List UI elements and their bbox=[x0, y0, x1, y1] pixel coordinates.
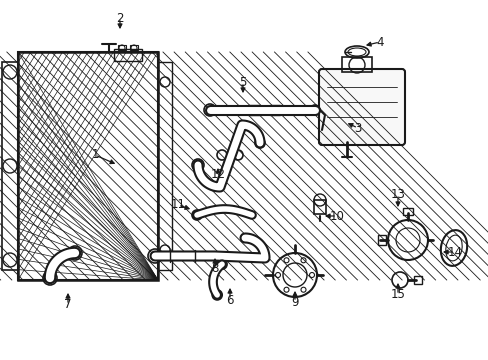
Bar bbox=[402, 208, 412, 215]
Bar bbox=[313, 200, 325, 214]
Bar bbox=[18, 52, 158, 280]
Text: 13: 13 bbox=[390, 189, 405, 202]
Bar bbox=[18, 52, 158, 280]
Bar bbox=[413, 276, 421, 284]
FancyBboxPatch shape bbox=[318, 69, 404, 145]
Bar bbox=[247, 105, 260, 115]
Text: 3: 3 bbox=[354, 122, 361, 135]
Circle shape bbox=[192, 159, 203, 171]
Bar bbox=[18, 52, 158, 280]
Text: 9: 9 bbox=[291, 296, 298, 309]
Text: 10: 10 bbox=[329, 210, 344, 222]
Text: 7: 7 bbox=[64, 298, 72, 311]
Circle shape bbox=[309, 105, 319, 115]
Text: 8: 8 bbox=[211, 261, 218, 274]
Text: 1: 1 bbox=[91, 148, 99, 162]
Text: 14: 14 bbox=[447, 246, 462, 258]
Bar bbox=[341, 57, 371, 72]
Text: 4: 4 bbox=[375, 36, 383, 49]
Text: 12: 12 bbox=[210, 168, 225, 181]
Bar bbox=[2, 62, 18, 270]
Bar bbox=[377, 235, 385, 245]
Circle shape bbox=[203, 104, 216, 116]
Text: 5: 5 bbox=[239, 76, 246, 89]
Bar bbox=[118, 45, 126, 50]
Bar bbox=[130, 45, 138, 50]
Text: 15: 15 bbox=[390, 288, 405, 302]
Bar bbox=[158, 62, 172, 270]
Text: 11: 11 bbox=[170, 198, 185, 211]
Bar bbox=[114, 49, 142, 61]
Bar bbox=[269, 105, 280, 115]
Text: 6: 6 bbox=[226, 293, 233, 306]
Text: 2: 2 bbox=[116, 12, 123, 24]
